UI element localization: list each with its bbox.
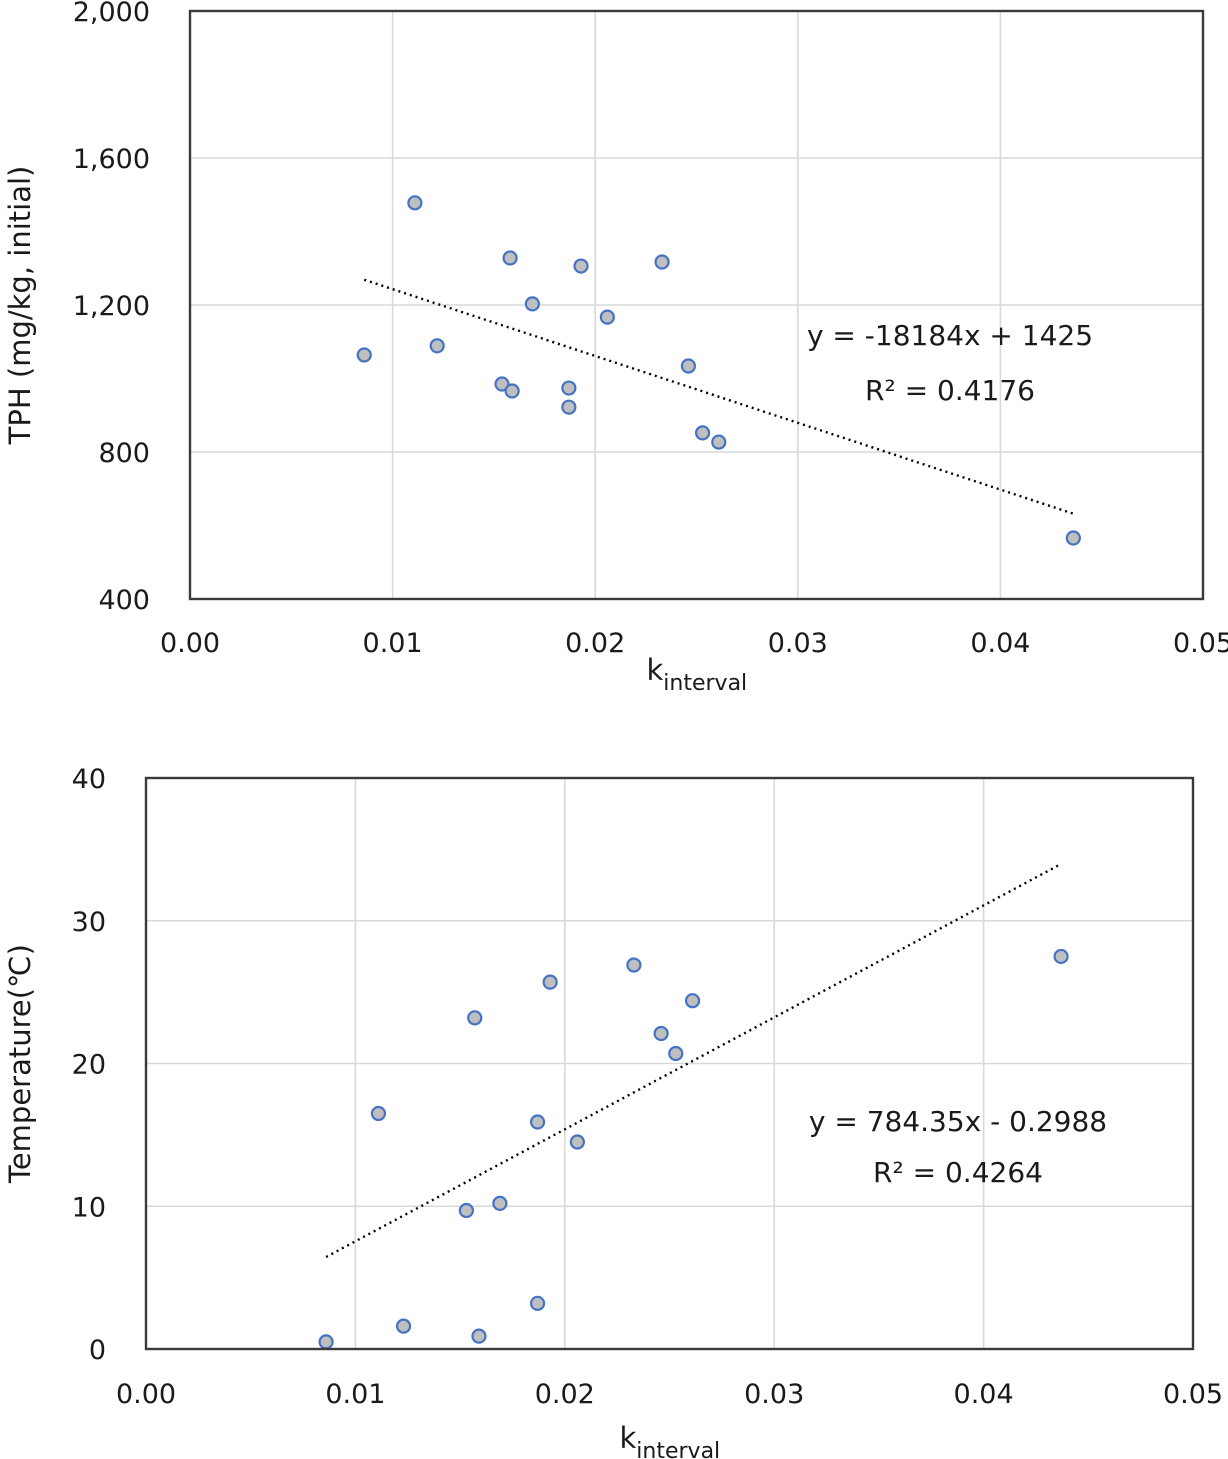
tph-x-tick-label: 0.01: [363, 628, 423, 659]
tph-data-point: [502, 250, 518, 266]
temperature-x-axis-title: kinterval: [620, 1421, 721, 1459]
tph-x-axis-title-subscript: interval: [663, 671, 747, 696]
temperature-data-point: [668, 1045, 684, 1062]
tph-x-ticks: 0.00 0.01 0.02 0.03 0.04 0.05: [160, 628, 1228, 659]
temperature-chart: 0 10 20 30 40 0.00 0.01 0.02 0.03 0.04 0.05 Tempe…: [3, 764, 1223, 1459]
tph-y-tick-label: 800: [98, 438, 150, 469]
temperature-x-tick-label: 0.00: [116, 1379, 176, 1410]
tph-y-ticks: 400 800 1,200 1,600 2,000: [73, 0, 150, 616]
temperature-x-tick-label: 0.04: [954, 1379, 1014, 1410]
tph-x-tick-label: 0.05: [1173, 628, 1228, 659]
temperature-x-tick-label: 0.02: [535, 1379, 595, 1410]
tph-data-point: [573, 258, 589, 274]
tph-points: [356, 195, 1081, 546]
temperature-x-axis-title-subscript: interval: [636, 1439, 720, 1459]
tph-data-point: [429, 338, 445, 354]
tph-data-point: [561, 380, 577, 396]
temperature-trend-r-squared: R² = 0.4264: [873, 1156, 1043, 1189]
tph-plot-frame: [188, 9, 1205, 601]
tph-y-tick-label: 1,600: [73, 144, 150, 175]
tph-data-point: [711, 434, 727, 450]
tph-trend-r-squared: R² = 0.4176: [865, 374, 1035, 407]
temperature-data-point: [653, 1025, 669, 1042]
tph-x-tick-label: 0.02: [565, 628, 625, 659]
temperature-y-tick-label: 10: [72, 1192, 106, 1223]
temperature-y-axis-title: Temperature(℃): [3, 944, 37, 1184]
temperature-trendline-group: [325, 864, 1060, 1259]
tph-data-point: [680, 358, 696, 374]
temperature-data-point: [542, 974, 558, 990]
tph-x-tick-label: 0.04: [970, 628, 1030, 659]
temperature-trend-equation: y = 784.35x - 0.2988: [809, 1105, 1107, 1138]
tph-y-axis-title: TPH (mg/kg, initial): [3, 166, 37, 446]
temperature-data-point: [318, 1334, 334, 1350]
temperature-points: [318, 948, 1069, 1350]
temperature-x-tick-label: 0.05: [1163, 1379, 1223, 1410]
tph-y-tick-label: 1,200: [73, 291, 150, 322]
tph-data-point: [561, 399, 577, 415]
temperature-y-tick-label: 30: [72, 907, 106, 938]
temperature-data-point: [529, 1114, 546, 1130]
tph-trendline-group: [363, 278, 1074, 515]
tph-y-tick-label: 400: [98, 585, 150, 616]
temperature-x-tick-label: 0.03: [744, 1379, 804, 1410]
tph-data-point: [356, 347, 372, 363]
temperature-trendline: [325, 864, 1060, 1259]
temperature-data-point: [467, 1010, 483, 1026]
tph-data-point: [524, 296, 540, 312]
temperature-x-tick-label: 0.01: [325, 1379, 385, 1410]
temperature-y-tick-label: 40: [72, 764, 106, 795]
temperature-data-point: [569, 1134, 585, 1150]
temperature-data-point: [458, 1202, 474, 1219]
tph-gridlines: [190, 11, 1203, 599]
temperature-data-point: [492, 1195, 508, 1211]
temperature-data-point: [626, 957, 642, 973]
tph-trendline: [363, 278, 1074, 515]
temperature-data-point: [395, 1318, 412, 1334]
temperature-data-point: [529, 1295, 546, 1311]
tph-x-axis-title: kinterval: [647, 653, 748, 696]
tph-x-tick-label: 0.03: [768, 628, 828, 659]
tph-data-point: [494, 376, 510, 392]
temperature-data-point: [684, 993, 701, 1009]
tph-x-tick-label: 0.00: [160, 628, 220, 659]
tph-data-point: [407, 195, 423, 211]
temperature-data-point: [370, 1105, 387, 1122]
temperature-y-tick-label: 20: [72, 1050, 106, 1081]
temperature-gridlines: [146, 778, 1193, 1349]
tph-data-point: [1065, 530, 1081, 546]
tph-x-axis-title-main: k: [647, 653, 664, 687]
temperature-data-point: [471, 1328, 487, 1344]
temperature-y-tick-label: 0: [89, 1335, 106, 1366]
tph-data-point: [599, 309, 615, 325]
temperature-plot-frame: [144, 776, 1195, 1351]
temperature-y-ticks: 0 10 20 30 40: [72, 764, 106, 1366]
tph-data-point: [694, 425, 711, 441]
tph-data-point: [504, 383, 520, 399]
temperature-x-ticks: 0.00 0.01 0.02 0.03 0.04 0.05: [116, 1379, 1223, 1410]
tph-data-point: [654, 254, 670, 270]
tph-trend-equation: y = -18184x + 1425: [807, 319, 1093, 352]
temperature-data-point: [1053, 948, 1069, 965]
temperature-x-axis-title-main: k: [620, 1421, 637, 1455]
tph-y-tick-label: 2,000: [73, 0, 150, 28]
